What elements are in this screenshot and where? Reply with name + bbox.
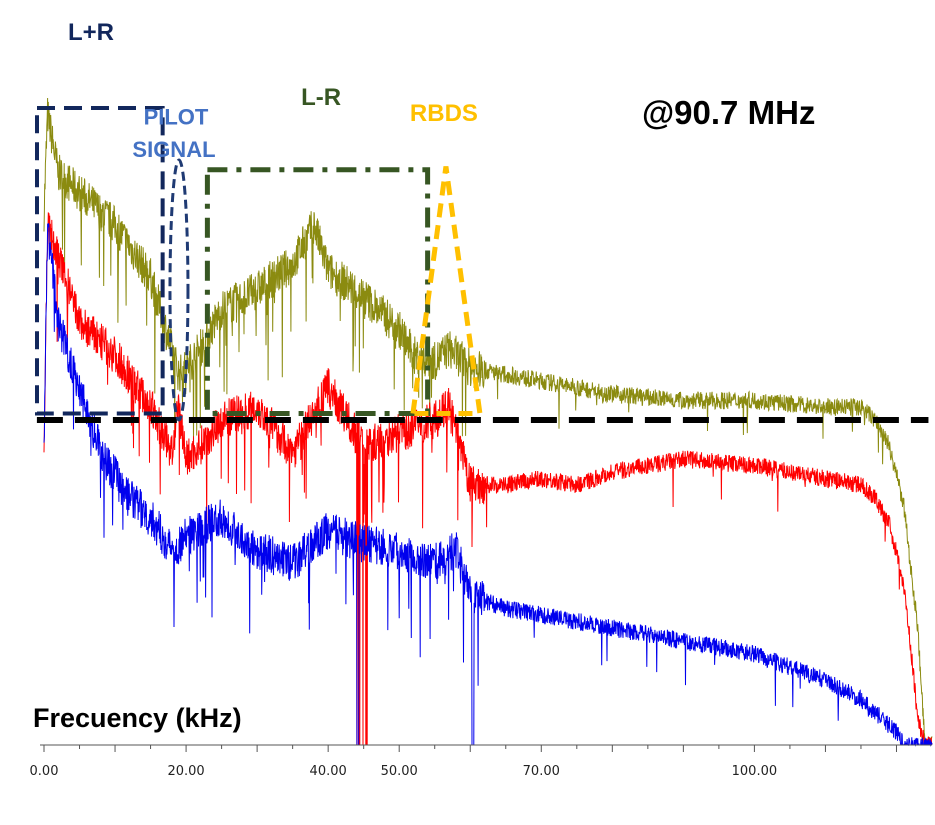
x-tick-label: 0.00 bbox=[30, 764, 59, 779]
lr-diff-box bbox=[204, 167, 431, 416]
x-tick-label: 70.00 bbox=[523, 764, 560, 779]
x-axis: 0.00 20.00 40.00 50.00 70.00 100.00 bbox=[30, 744, 932, 779]
rbds-label: RBDS bbox=[410, 100, 478, 127]
spectrum-series bbox=[43, 97, 933, 747]
pilot-label: PILOT bbox=[144, 104, 209, 129]
x-axis-label: Frecuency (kHz) bbox=[33, 703, 242, 733]
x-tick-label: 100.00 bbox=[732, 764, 778, 779]
lr-sum-box bbox=[35, 106, 165, 416]
band-annotations: L+R PILOT SIGNAL L-R RBDS bbox=[35, 19, 483, 422]
spectrum-line-1 bbox=[43, 97, 933, 746]
rbds-triangle bbox=[410, 166, 483, 416]
spectrum-line-2 bbox=[43, 212, 933, 746]
chart-title: @90.7 MHz bbox=[642, 94, 815, 131]
x-tick-label: 50.00 bbox=[381, 764, 418, 779]
lr-sum-label: L+R bbox=[68, 19, 114, 46]
x-tick-label: 20.00 bbox=[167, 764, 204, 779]
pilot-ellipse bbox=[168, 158, 190, 422]
lr-diff-label: L-R bbox=[301, 84, 341, 111]
signal-label: SIGNAL bbox=[132, 137, 215, 162]
spectrum-line-3 bbox=[43, 223, 933, 747]
x-tick-label: 40.00 bbox=[310, 764, 347, 779]
